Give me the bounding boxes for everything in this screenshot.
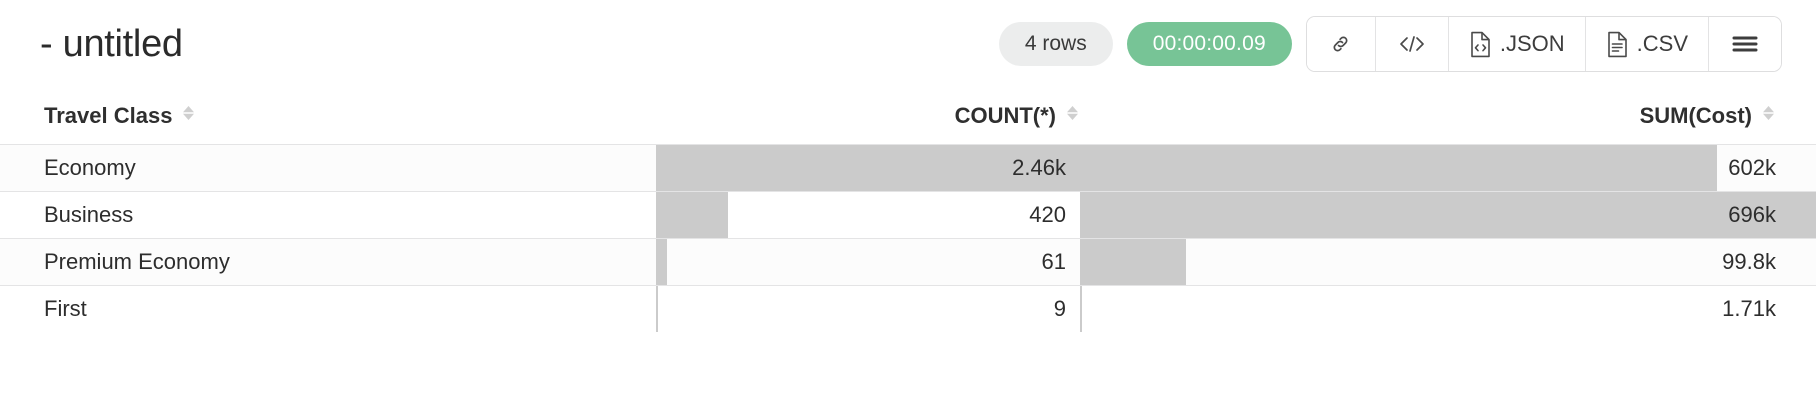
code-icon: [1398, 33, 1426, 55]
column-header-sum-cost-label: SUM(Cost): [1639, 103, 1752, 128]
table-header-row: Travel Class COUNT(*): [0, 88, 1816, 144]
sort-toggle-icon[interactable]: [1065, 103, 1080, 129]
cell-count: 61: [656, 239, 1080, 285]
cell-count: 2.46k: [656, 145, 1080, 191]
cell-sum-cost: 99.8k: [1080, 239, 1816, 285]
results-table: Travel Class COUNT(*): [0, 88, 1816, 332]
cell-sum-cost: 1.71k: [1080, 286, 1816, 332]
cell-travel-class-value: Premium Economy: [44, 249, 230, 274]
hamburger-menu-icon: [1731, 34, 1759, 54]
column-header-count[interactable]: COUNT(*): [656, 103, 1080, 129]
copy-link-button[interactable]: [1306, 17, 1376, 71]
column-header-sum-cost[interactable]: SUM(Cost): [1080, 103, 1776, 129]
link-icon: [1329, 32, 1353, 56]
cell-count-value: 9: [1053, 296, 1066, 321]
page-title: - untitled: [40, 22, 183, 65]
cell-travel-class: First: [0, 286, 656, 332]
inline-bar-count: [656, 145, 1080, 191]
inline-bar-sum-cost: [1080, 239, 1186, 285]
cell-travel-class: Premium Economy: [0, 239, 656, 285]
more-menu-button[interactable]: [1709, 17, 1781, 71]
sort-toggle-icon[interactable]: [1761, 103, 1776, 129]
cell-sum-cost: 602k: [1080, 145, 1816, 191]
column-header-travel-class[interactable]: Travel Class: [44, 103, 656, 129]
table-row[interactable]: Premium Economy 61 99.8k: [0, 238, 1816, 285]
cell-travel-class-value: First: [44, 296, 87, 321]
cell-travel-class: Business: [0, 192, 656, 238]
table-row[interactable]: Economy 2.46k 602k: [0, 144, 1816, 191]
inline-bar-sum-cost: [1080, 286, 1082, 332]
view-sql-button[interactable]: [1375, 17, 1449, 71]
cell-count: 420: [656, 192, 1080, 238]
cell-travel-class-value: Economy: [44, 155, 136, 180]
cell-travel-class: Economy: [0, 145, 656, 191]
download-csv-button[interactable]: .CSV: [1585, 17, 1709, 71]
export-button-group: .JSON .CSV: [1305, 16, 1782, 72]
inline-bar-count: [656, 286, 658, 332]
column-header-travel-class-label: Travel Class: [44, 103, 173, 128]
query-duration-badge: 00:00:00.09: [1126, 22, 1292, 66]
inline-bar-count: [656, 192, 729, 238]
cell-travel-class-value: Business: [44, 202, 134, 227]
header-actions: 4 rows 00:00:00.09: [998, 16, 1782, 72]
inline-bar-count: [656, 239, 667, 285]
cell-count-value: 2.46k: [1012, 155, 1066, 180]
download-json-button[interactable]: .JSON: [1448, 17, 1586, 71]
download-json-label: .JSON: [1499, 31, 1565, 56]
table-body: Economy 2.46k 602k Business 420 696k Premium E…: [0, 144, 1816, 332]
cell-sum-cost: 696k: [1080, 192, 1816, 238]
cell-count-value: 420: [1029, 202, 1066, 227]
sort-toggle-icon[interactable]: [181, 103, 196, 129]
table-row[interactable]: First 9 1.71k: [0, 285, 1816, 332]
cell-sum-cost-value: 1.71k: [1722, 296, 1776, 321]
json-file-icon: [1469, 31, 1492, 58]
cell-sum-cost-value: 602k: [1728, 155, 1776, 180]
inline-bar-sum-cost: [1080, 192, 1816, 238]
cell-count: 9: [656, 286, 1080, 332]
csv-file-icon: [1606, 31, 1629, 58]
download-csv-label: .CSV: [1636, 31, 1688, 56]
inline-bar-sum-cost: [1080, 145, 1717, 191]
cell-sum-cost-value: 99.8k: [1722, 249, 1776, 274]
header-bar: - untitled 4 rows 00:00:00.09: [0, 0, 1816, 88]
cell-count-value: 61: [1041, 249, 1066, 274]
table-row[interactable]: Business 420 696k: [0, 191, 1816, 238]
cell-sum-cost-value: 696k: [1728, 202, 1776, 227]
column-header-count-label: COUNT(*): [954, 103, 1056, 128]
row-count-badge: 4 rows: [998, 22, 1113, 66]
